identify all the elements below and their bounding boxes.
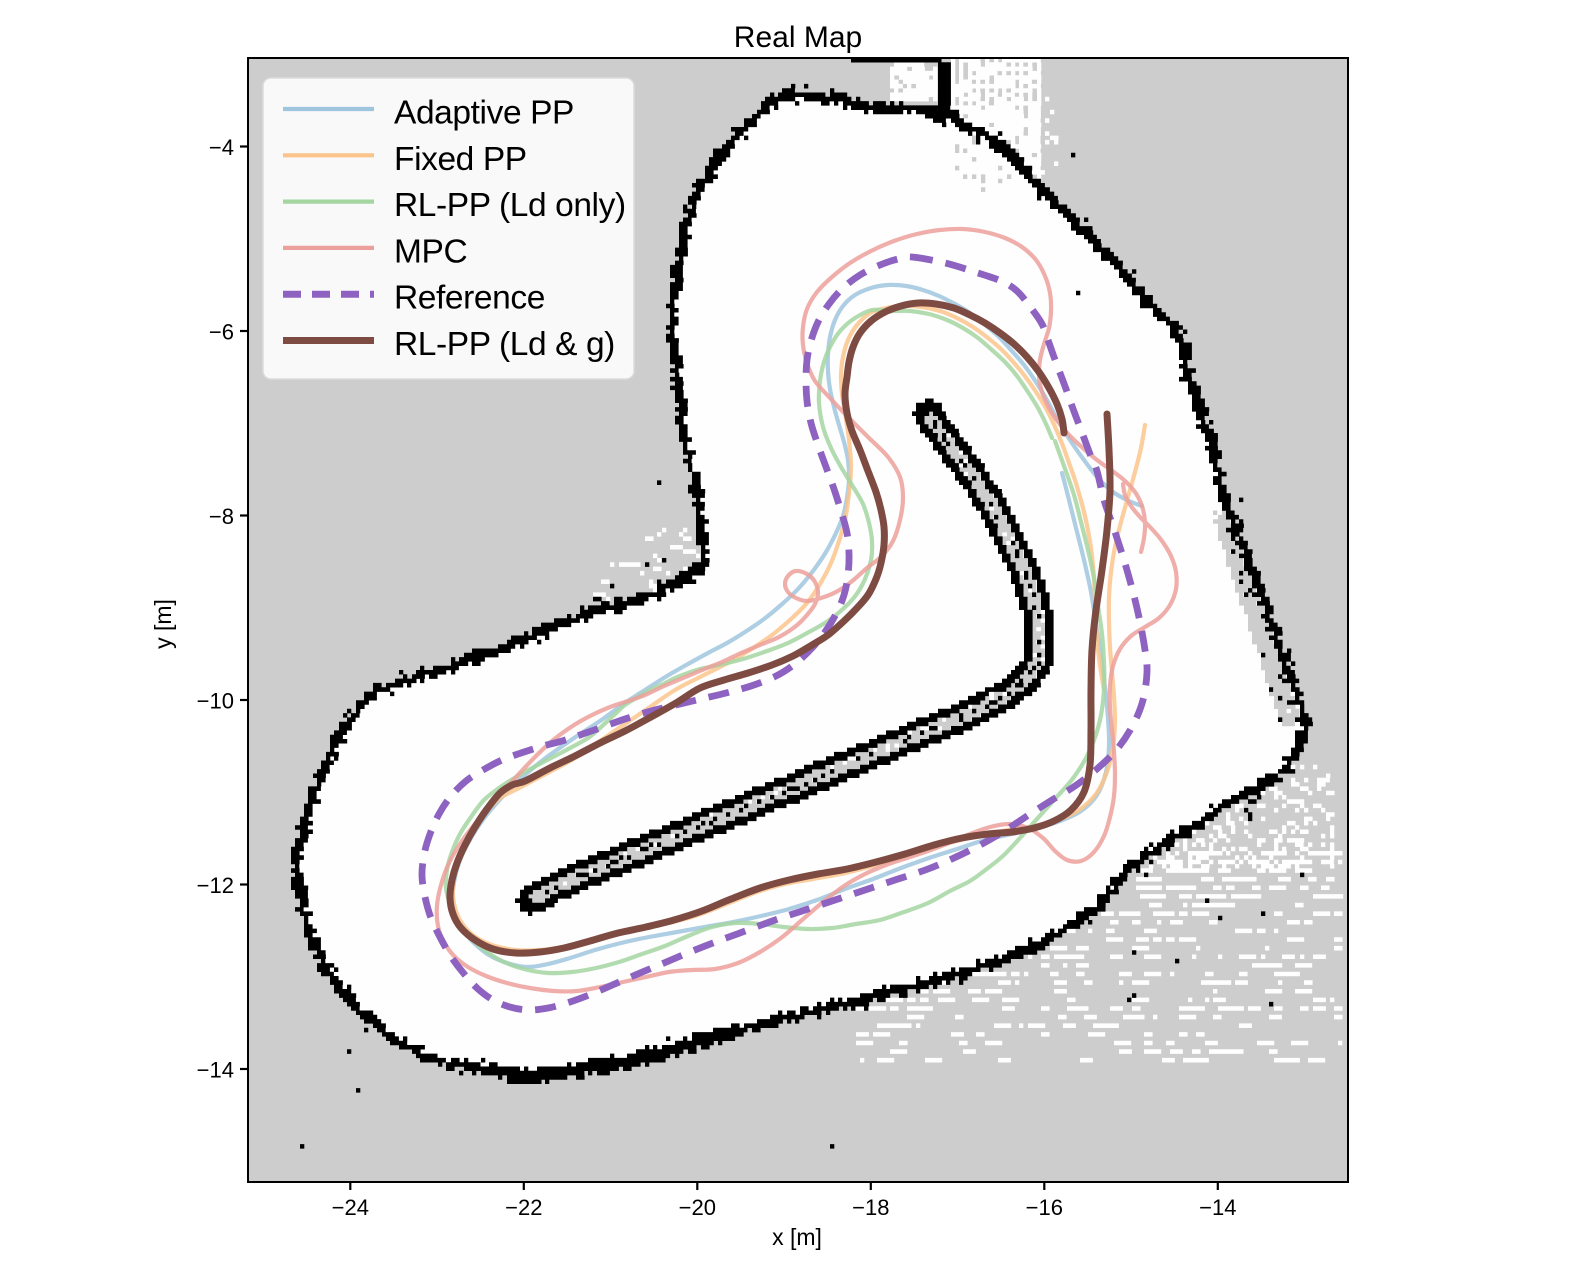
svg-text:−24: −24 <box>332 1195 369 1220</box>
svg-text:x [m]: x [m] <box>772 1224 822 1250</box>
svg-text:−14: −14 <box>197 1058 234 1083</box>
svg-text:−6: −6 <box>209 320 234 345</box>
svg-text:−8: −8 <box>209 504 234 529</box>
svg-text:−18: −18 <box>852 1195 889 1220</box>
svg-text:−12: −12 <box>197 873 234 898</box>
svg-text:Real Map: Real Map <box>734 21 862 54</box>
svg-text:y [m]: y [m] <box>150 599 176 649</box>
svg-text:Fixed PP: Fixed PP <box>394 141 527 178</box>
svg-text:−16: −16 <box>1026 1195 1063 1220</box>
svg-text:Adaptive PP: Adaptive PP <box>394 95 574 132</box>
svg-text:−4: −4 <box>209 135 234 160</box>
svg-text:−20: −20 <box>679 1195 716 1220</box>
svg-text:−14: −14 <box>1199 1195 1236 1220</box>
svg-text:RL-PP (Ld & g): RL-PP (Ld & g) <box>394 326 615 363</box>
svg-text:−22: −22 <box>505 1195 542 1220</box>
svg-text:−10: −10 <box>197 689 234 714</box>
svg-text:Reference: Reference <box>394 280 545 317</box>
svg-text:MPC: MPC <box>394 233 467 270</box>
svg-text:RL-PP (Ld only): RL-PP (Ld only) <box>394 187 626 224</box>
